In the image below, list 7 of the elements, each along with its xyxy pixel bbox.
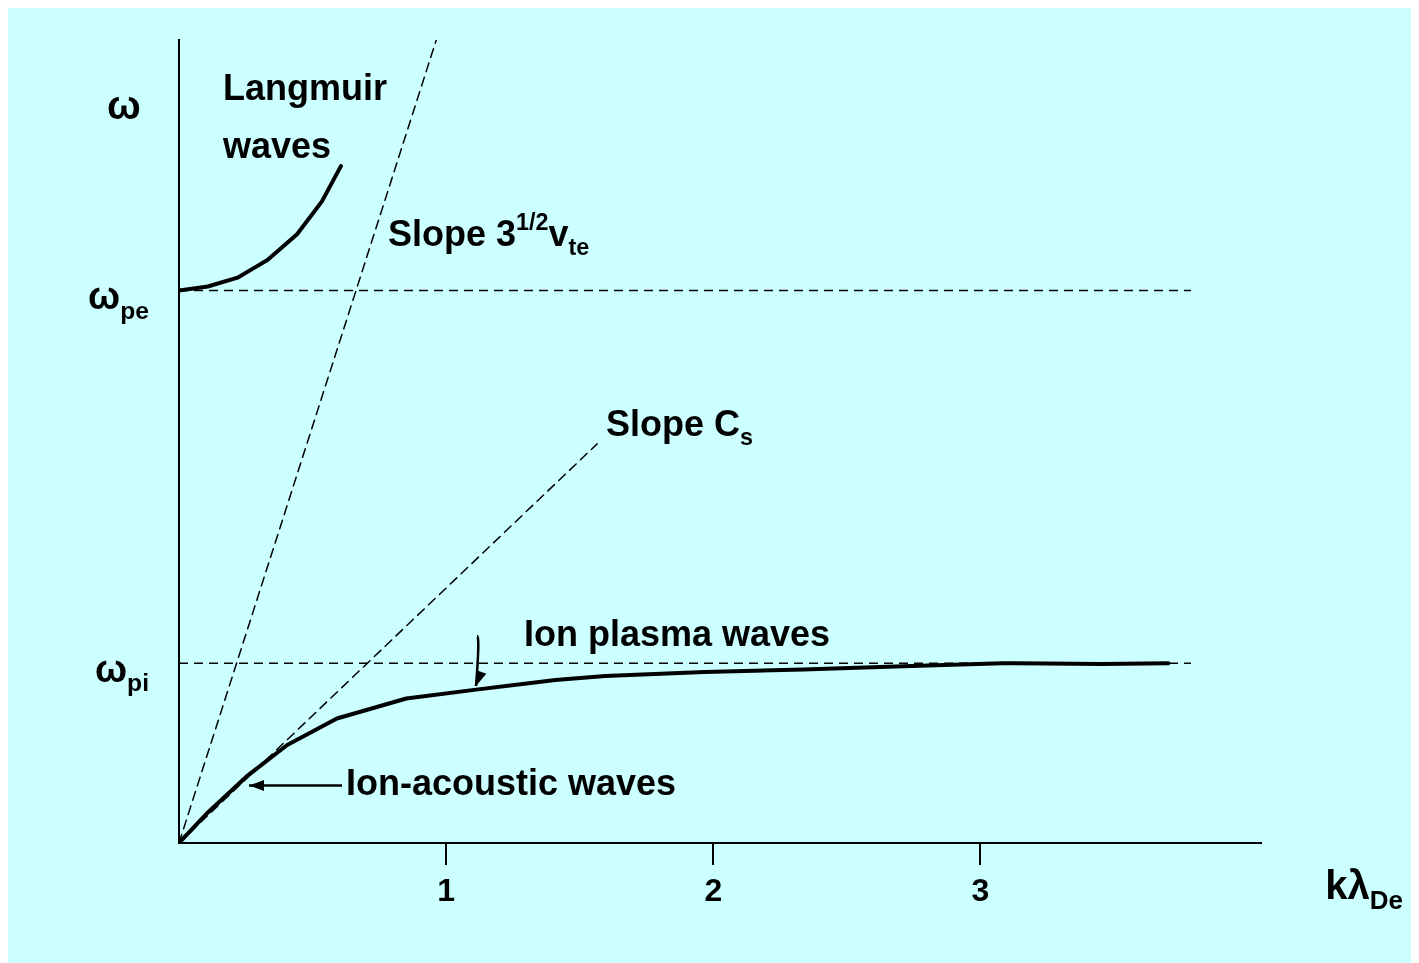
y-axis-title: ω xyxy=(107,83,141,128)
x-tick-label: 3 xyxy=(971,872,990,909)
annotation: Langmuir waves xyxy=(222,66,388,166)
annotation: Ion-acoustic waves xyxy=(346,761,677,803)
x-tick-label: 1 xyxy=(437,872,456,909)
annotation: Ion plasma waves xyxy=(524,612,831,654)
x-tick-label: 2 xyxy=(704,872,723,909)
